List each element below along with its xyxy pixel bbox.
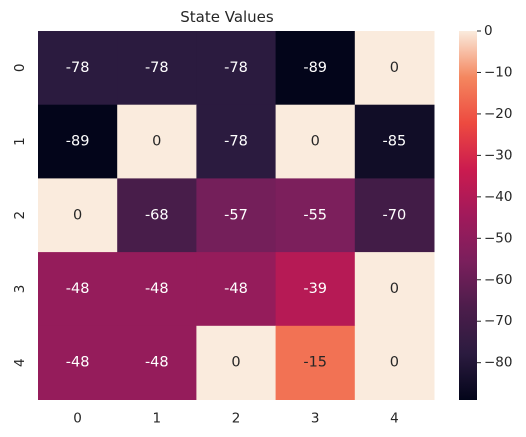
cell-value-label: -78: [145, 60, 169, 76]
heatmap-cell-r3-c0: [38, 252, 118, 327]
heatmap-cell-r4-c1: [117, 325, 197, 400]
cell-value-label: -48: [145, 355, 169, 371]
cell-value-label: 0: [311, 134, 320, 150]
y-tick-label: 4: [12, 358, 28, 367]
heatmap-cell-r4-c0: [38, 325, 118, 400]
y-tick-label: 3: [12, 285, 28, 294]
x-tick-label: 1: [153, 411, 162, 427]
heatmap-cell-r1-c4: [354, 104, 435, 179]
heatmap-cell-r0-c0: [38, 31, 118, 106]
x-tick-label: 3: [311, 411, 320, 427]
x-tick-label: 4: [390, 411, 399, 427]
cell-value-label: 0: [390, 281, 399, 297]
colorbar-tick-label: 0: [484, 23, 493, 39]
cell-value-label: -68: [145, 207, 169, 223]
colorbar-tick-label: −40: [484, 189, 513, 205]
cell-value-label: -89: [303, 60, 327, 76]
cell-value-label: -70: [383, 207, 407, 223]
y-axis: 0 1 2 3 4: [12, 64, 28, 367]
heatmap-cell-r3-c1: [117, 252, 197, 327]
heatmap-cell-r3-c2: [196, 252, 277, 327]
cell-value-label: -78: [224, 134, 248, 150]
cell-value-label: -57: [224, 207, 248, 223]
colorbar-tick-label: −80: [484, 355, 513, 371]
heatmap-cell-r3-c4: [354, 252, 435, 327]
y-tick-label: 0: [12, 64, 28, 73]
chart-title: State Values: [180, 8, 274, 26]
cell-value-label: -78: [224, 60, 248, 76]
y-tick-label: 1: [12, 137, 28, 146]
x-tick-label: 0: [73, 411, 82, 427]
colorbar-gradient: [459, 31, 477, 400]
colorbar-tick-label: −70: [484, 313, 513, 329]
cell-value-label: 0: [231, 355, 240, 371]
colorbar: 0 −10 −20 −30 −40 −50 −60 −70 −80: [459, 23, 513, 400]
cell-value-label: -78: [66, 60, 90, 76]
x-axis: 0 1 2 3 4: [73, 411, 398, 427]
colorbar-ticks: 0 −10 −20 −30 −40 −50 −60 −70 −80: [477, 23, 513, 371]
heatmap-cell-r1-c2: [196, 104, 277, 179]
heatmap-cell-r4-c4: [354, 325, 435, 400]
cell-value-label: -55: [303, 207, 327, 223]
y-tick-label: 2: [12, 211, 28, 220]
heatmap-cell-r0-c1: [117, 31, 197, 106]
colorbar-tick-label: −30: [484, 147, 513, 163]
cell-value-label: -85: [383, 134, 407, 150]
heatmap-cells: -78 -78 -78 -89 0 -89 0 -78 0 -85 0 -68 -57 -55 -70 -48…: [38, 31, 435, 400]
colorbar-tick-label: −20: [484, 106, 513, 122]
heatmap-cell-r2-c1: [117, 178, 197, 253]
colorbar-tick-label: −50: [484, 230, 513, 246]
heatmap-cell-r2-c3: [275, 178, 356, 253]
heatmap-cell-r2-c4: [354, 178, 435, 253]
cell-value-label: -48: [224, 281, 248, 297]
heatmap-cell-r1-c3: [275, 104, 356, 179]
heatmap-cell-r1-c0: [38, 104, 118, 179]
heatmap-cell-r0-c3: [275, 31, 356, 106]
cell-value-label: 0: [73, 207, 82, 223]
heatmap-cell-r0-c2: [196, 31, 277, 106]
colorbar-tick-label: −10: [484, 64, 513, 80]
cell-value-label: -39: [303, 281, 327, 297]
cell-value-label: -48: [66, 281, 90, 297]
heatmap-cell-r1-c1: [117, 104, 197, 179]
heatmap-cell-r4-c3: [275, 325, 356, 400]
heatmap-cell-r2-c0: [38, 178, 118, 253]
cell-value-label: -48: [66, 355, 90, 371]
cell-value-label: -15: [303, 355, 327, 371]
heatmap-cell-r4-c2: [196, 325, 277, 400]
heatmap-cell-r3-c3: [275, 252, 356, 327]
x-tick-label: 2: [232, 411, 241, 427]
cell-value-label: 0: [152, 134, 161, 150]
colorbar-tick-label: −60: [484, 272, 513, 288]
cell-value-label: -48: [145, 281, 169, 297]
cell-value-label: -89: [66, 134, 90, 150]
heatmap-cell-r2-c2: [196, 178, 277, 253]
cell-value-label: 0: [390, 60, 399, 76]
cell-value-label: 0: [390, 355, 399, 371]
heatmap-cell-r0-c4: [354, 31, 435, 106]
